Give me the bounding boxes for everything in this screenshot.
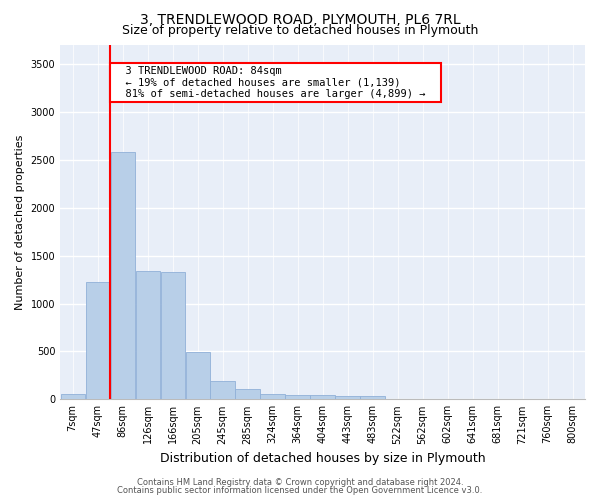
Bar	[110, 152, 135, 400]
Bar	[235, 389, 260, 400]
Bar	[286, 394, 310, 400]
Bar	[260, 394, 285, 400]
Bar	[136, 272, 160, 400]
Bar	[335, 396, 359, 400]
Bar	[185, 352, 210, 400]
Bar	[361, 396, 385, 400]
Text: Contains HM Land Registry data © Crown copyright and database right 2024.: Contains HM Land Registry data © Crown c…	[137, 478, 463, 487]
Bar	[211, 380, 235, 400]
Text: Size of property relative to detached houses in Plymouth: Size of property relative to detached ho…	[122, 24, 478, 37]
Bar	[61, 394, 85, 400]
Text: 3 TRENDLEWOOD ROAD: 84sqm
  ← 19% of detached houses are smaller (1,139)
  81% o: 3 TRENDLEWOOD ROAD: 84sqm ← 19% of detac…	[113, 66, 437, 100]
Text: 3, TRENDLEWOOD ROAD, PLYMOUTH, PL6 7RL: 3, TRENDLEWOOD ROAD, PLYMOUTH, PL6 7RL	[140, 12, 460, 26]
Text: Contains public sector information licensed under the Open Government Licence v3: Contains public sector information licen…	[118, 486, 482, 495]
X-axis label: Distribution of detached houses by size in Plymouth: Distribution of detached houses by size …	[160, 452, 485, 465]
Bar	[86, 282, 110, 400]
Bar	[310, 396, 335, 400]
Bar	[161, 272, 185, 400]
Y-axis label: Number of detached properties: Number of detached properties	[15, 134, 25, 310]
